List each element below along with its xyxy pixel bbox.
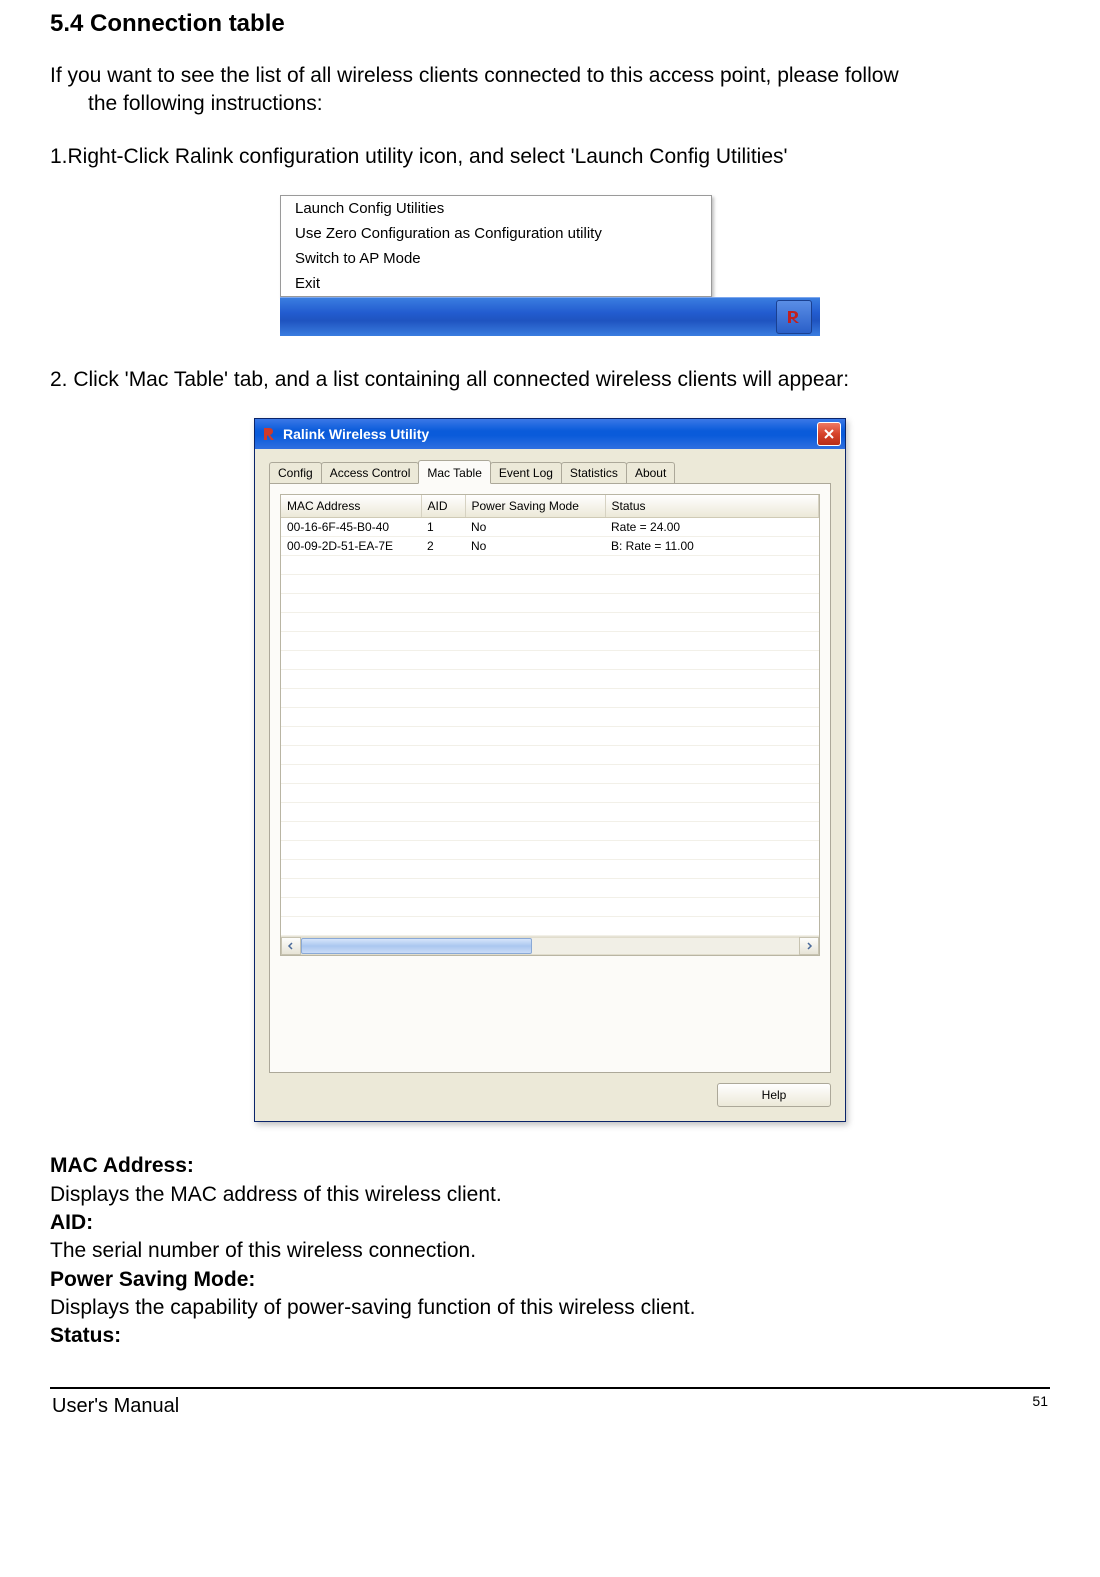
tab-access-control[interactable]: Access Control xyxy=(321,462,420,483)
table-cell: B: Rate = 11.00 xyxy=(605,537,819,556)
chevron-left-icon xyxy=(287,942,295,950)
table-row xyxy=(281,822,819,841)
definition-term: AID: xyxy=(50,1209,1050,1237)
horizontal-scrollbar[interactable] xyxy=(281,936,819,955)
table-cell: 00-09-2D-51-EA-7E xyxy=(281,537,421,556)
utility-window: Ralink Wireless Utility Config Access Co… xyxy=(254,418,846,1122)
tab-statistics[interactable]: Statistics xyxy=(561,462,627,483)
col-aid[interactable]: AID xyxy=(421,495,465,518)
table-row xyxy=(281,746,819,765)
table-row xyxy=(281,632,819,651)
table-row xyxy=(281,860,819,879)
table-cell: 00-16-6F-45-B0-40 xyxy=(281,518,421,537)
scroll-thumb[interactable] xyxy=(301,938,532,954)
tab-event-log[interactable]: Event Log xyxy=(490,462,562,483)
context-menu-figure: Launch Config Utilities Use Zero Configu… xyxy=(280,195,820,336)
table-cell: 2 xyxy=(421,537,465,556)
table-row xyxy=(281,898,819,917)
definition-desc: The serial number of this wireless conne… xyxy=(50,1237,1050,1265)
table-row xyxy=(281,651,819,670)
table-cell: 1 xyxy=(421,518,465,537)
menu-item-launch[interactable]: Launch Config Utilities xyxy=(281,196,711,221)
ralink-icon xyxy=(785,308,803,326)
table-cell: No xyxy=(465,518,605,537)
chevron-right-icon xyxy=(805,942,813,950)
menu-item-switch-ap[interactable]: Switch to AP Mode xyxy=(281,246,711,271)
col-mac-address[interactable]: MAC Address xyxy=(281,495,421,518)
table-row xyxy=(281,556,819,575)
footer-left: User's Manual xyxy=(52,1395,179,1418)
help-button[interactable]: Help xyxy=(717,1083,831,1107)
definition-term: Power Saving Mode: xyxy=(50,1266,1050,1294)
table-row[interactable]: 00-16-6F-45-B0-401NoRate = 24.00 xyxy=(281,518,819,537)
step1-text: 1.Right-Click Ralink configuration utili… xyxy=(50,143,1050,171)
definition-term: MAC Address: xyxy=(50,1152,1050,1180)
mac-table-list[interactable]: MAC Address AID Power Saving Mode Status… xyxy=(280,494,820,956)
table-row xyxy=(281,613,819,632)
intro-line2: the following instructions: xyxy=(50,90,1050,118)
table-row xyxy=(281,708,819,727)
window-title: Ralink Wireless Utility xyxy=(283,426,817,442)
scroll-right-button[interactable] xyxy=(799,937,819,955)
table-row xyxy=(281,575,819,594)
tray-icon[interactable] xyxy=(776,300,812,334)
table-cell: Rate = 24.00 xyxy=(605,518,819,537)
tab-panel: MAC Address AID Power Saving Mode Status… xyxy=(269,483,831,1073)
scroll-left-button[interactable] xyxy=(281,937,301,955)
table-row xyxy=(281,917,819,936)
table-row xyxy=(281,727,819,746)
table-cell: No xyxy=(465,537,605,556)
tabstrip: Config Access Control Mac Table Event Lo… xyxy=(269,459,831,483)
section-heading: 5.4 Connection table xyxy=(50,10,1050,38)
table-row xyxy=(281,765,819,784)
footer-page-number: 51 xyxy=(1032,1393,1048,1409)
table-row[interactable]: 00-09-2D-51-EA-7E2NoB: Rate = 11.00 xyxy=(281,537,819,556)
titlebar: Ralink Wireless Utility xyxy=(255,419,845,449)
menu-item-exit[interactable]: Exit xyxy=(281,271,711,296)
table-row xyxy=(281,594,819,613)
close-button[interactable] xyxy=(817,422,841,446)
taskbar xyxy=(280,297,820,336)
tab-about[interactable]: About xyxy=(626,462,675,483)
definitions: MAC Address:Displays the MAC address of … xyxy=(50,1152,1050,1350)
step2-text: 2. Click 'Mac Table' tab, and a list con… xyxy=(50,366,1050,394)
table-row xyxy=(281,670,819,689)
table-row xyxy=(281,784,819,803)
table-row xyxy=(281,803,819,822)
menu-item-zeroconfig[interactable]: Use Zero Configuration as Configuration … xyxy=(281,221,711,246)
col-status[interactable]: Status xyxy=(605,495,819,518)
table-row xyxy=(281,879,819,898)
intro-paragraph: If you want to see the list of all wirel… xyxy=(50,62,1050,119)
footer-rule xyxy=(50,1387,1050,1389)
intro-line1: If you want to see the list of all wirel… xyxy=(50,64,899,87)
tab-config[interactable]: Config xyxy=(269,462,322,483)
table-row xyxy=(281,689,819,708)
col-power-saving[interactable]: Power Saving Mode xyxy=(465,495,605,518)
tab-mac-table[interactable]: Mac Table xyxy=(418,460,490,484)
definition-term: Status: xyxy=(50,1322,1050,1350)
scroll-track[interactable] xyxy=(301,937,799,955)
table-row xyxy=(281,841,819,860)
titlebar-app-icon xyxy=(261,426,277,442)
definition-desc: Displays the MAC address of this wireles… xyxy=(50,1181,1050,1209)
close-icon xyxy=(823,428,835,440)
context-menu: Launch Config Utilities Use Zero Configu… xyxy=(280,195,712,297)
definition-desc: Displays the capability of power-saving … xyxy=(50,1294,1050,1322)
